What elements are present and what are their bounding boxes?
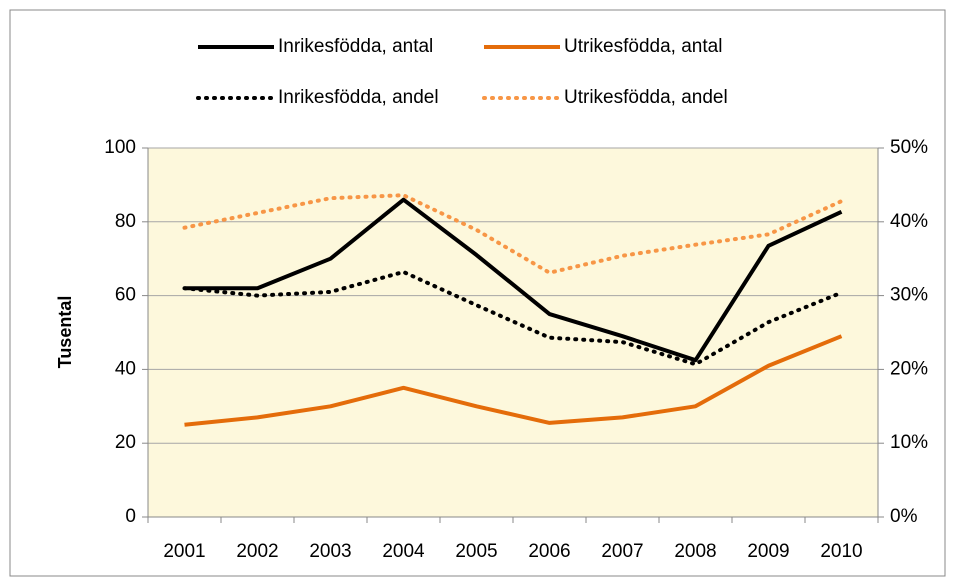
y2-tick-label: 0% <box>890 506 918 527</box>
y2-tick-label: 10% <box>890 432 928 453</box>
x-tick-label: 2010 <box>820 541 862 562</box>
x-tick-label: 2005 <box>455 541 497 562</box>
x-tick-label: 2002 <box>236 541 278 562</box>
x-tick-label: 2007 <box>601 541 643 562</box>
series-line <box>184 197 843 363</box>
y-tick-label: 100 <box>104 137 136 158</box>
y-tick-label: 20 <box>115 432 136 453</box>
x-tick-label: 2003 <box>309 541 351 562</box>
y-tick-label: 60 <box>115 285 136 306</box>
y2-tick-label: 50% <box>890 137 928 158</box>
y2-tick-label: 40% <box>890 211 928 232</box>
y-axis-label: Tusental <box>55 296 75 369</box>
x-tick-label: 2004 <box>382 541 425 562</box>
legend-label: Inrikesfödda, antal <box>278 36 433 57</box>
y-tick-label: 40 <box>115 358 136 379</box>
x-tick-label: 2008 <box>674 541 716 562</box>
series-line <box>184 334 843 427</box>
plot-area <box>148 148 878 517</box>
y-tick-label: 80 <box>115 211 136 232</box>
x-tick-label: 2009 <box>747 541 789 562</box>
y2-tick-label: 30% <box>890 285 928 306</box>
legend-label: Utrikesfödda, antal <box>564 36 722 57</box>
y-tick-label: 0 <box>125 506 136 527</box>
legend-label: Inrikesfödda, andel <box>278 87 439 108</box>
legend-label: Utrikesfödda, andel <box>564 87 728 108</box>
y2-tick-label: 20% <box>890 358 928 379</box>
x-tick-label: 2006 <box>528 541 570 562</box>
series-line <box>182 193 844 275</box>
series-line <box>182 269 844 367</box>
x-tick-label: 2001 <box>163 541 205 562</box>
